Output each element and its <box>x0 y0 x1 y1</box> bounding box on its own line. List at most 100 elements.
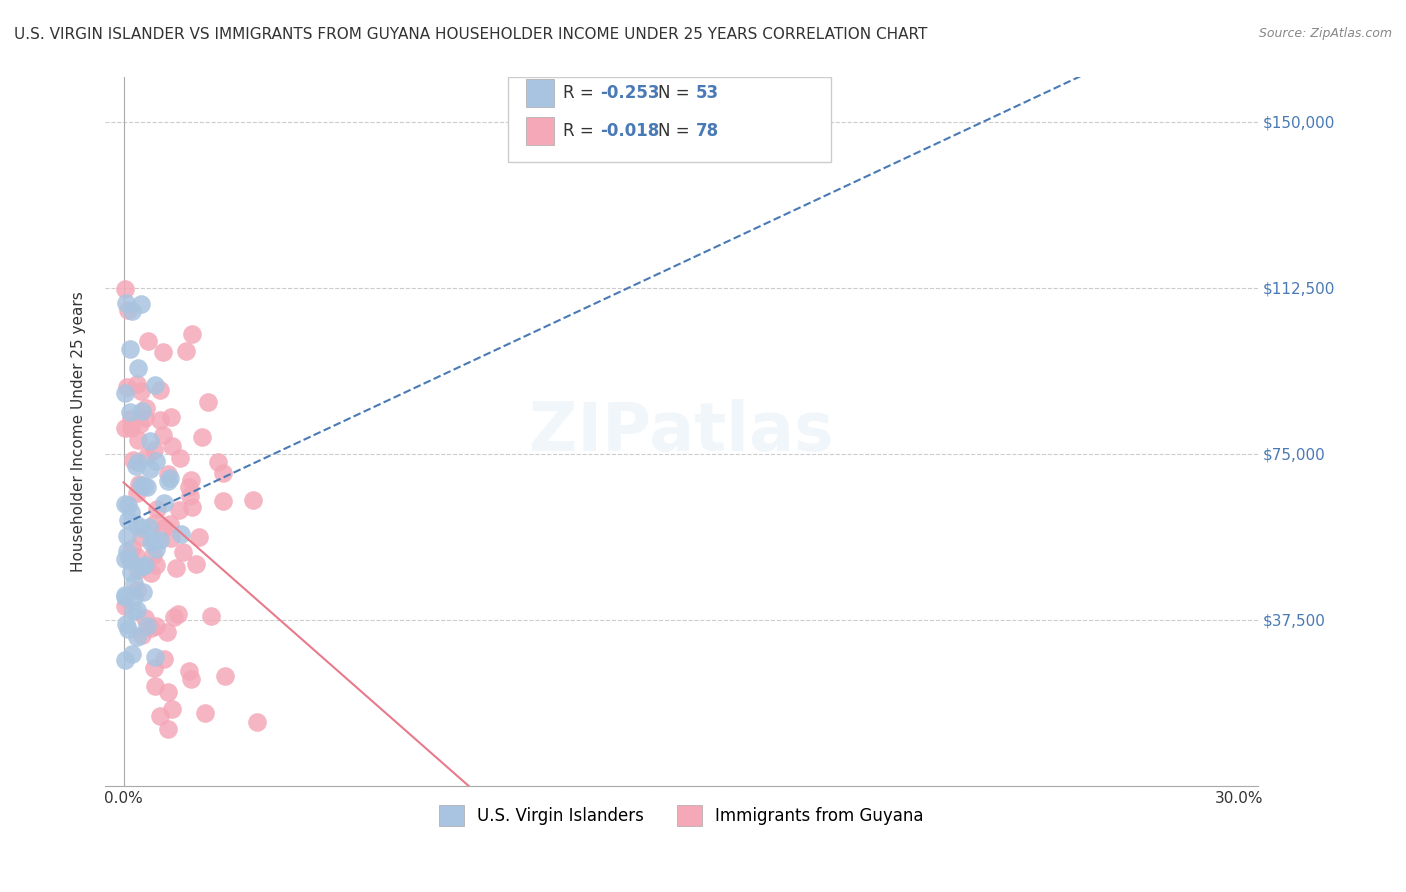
Point <box>169 450 191 465</box>
Point <box>149 383 172 397</box>
Point <box>117 499 139 513</box>
Point <box>172 545 194 559</box>
Point <box>134 411 156 425</box>
Point <box>114 588 136 602</box>
Text: N =: N = <box>658 122 695 140</box>
Point <box>114 421 136 435</box>
Point <box>165 561 187 575</box>
Point <box>114 295 136 310</box>
Text: ZIPatlas: ZIPatlas <box>529 399 834 465</box>
Point <box>152 496 174 510</box>
Point <box>120 342 142 356</box>
Y-axis label: Householder Income Under 25 years: Householder Income Under 25 years <box>72 292 86 572</box>
Point <box>200 608 222 623</box>
Point <box>214 669 236 683</box>
Point <box>114 551 136 566</box>
Point <box>129 297 152 311</box>
Text: -0.253: -0.253 <box>600 84 659 102</box>
Point <box>122 453 145 467</box>
Point <box>139 566 162 581</box>
Point <box>127 361 149 376</box>
Point <box>117 513 139 527</box>
Point <box>125 630 148 644</box>
Text: N =: N = <box>658 84 695 102</box>
Point <box>152 428 174 442</box>
Point <box>142 548 165 562</box>
Point <box>174 344 197 359</box>
Text: 78: 78 <box>696 122 720 140</box>
Point <box>117 302 139 317</box>
Point <box>125 583 148 598</box>
Point <box>159 471 181 485</box>
Point <box>180 500 202 515</box>
Point <box>149 533 172 547</box>
Point <box>145 618 167 632</box>
Point <box>114 497 136 511</box>
Point <box>128 476 150 491</box>
Point <box>190 430 212 444</box>
Point <box>139 534 162 549</box>
Point <box>136 619 159 633</box>
Point <box>134 478 156 492</box>
Text: R =: R = <box>562 84 599 102</box>
Point <box>145 378 167 392</box>
Point <box>115 529 138 543</box>
Point <box>121 604 143 618</box>
Point <box>167 503 190 517</box>
Point <box>145 454 167 468</box>
Point <box>163 609 186 624</box>
Point <box>145 542 167 557</box>
Point <box>129 384 152 398</box>
Point <box>120 505 142 519</box>
Point <box>114 599 136 613</box>
Point <box>125 459 148 474</box>
Point <box>120 553 142 567</box>
Text: Source: ZipAtlas.com: Source: ZipAtlas.com <box>1258 27 1392 40</box>
Point <box>152 521 174 535</box>
Point <box>131 628 153 642</box>
Point <box>207 455 229 469</box>
Legend: U.S. Virgin Islanders, Immigrants from Guyana: U.S. Virgin Islanders, Immigrants from G… <box>430 797 932 834</box>
Point <box>157 685 180 699</box>
Point <box>157 474 180 488</box>
Text: -0.018: -0.018 <box>600 122 659 140</box>
Point <box>166 607 188 621</box>
Point <box>127 433 149 447</box>
Point <box>125 377 148 392</box>
Point <box>160 531 183 545</box>
Point <box>114 385 136 400</box>
Point <box>179 664 201 678</box>
Point <box>146 502 169 516</box>
Point <box>114 653 136 667</box>
Point <box>188 530 211 544</box>
Point <box>121 541 143 556</box>
Point <box>117 622 139 636</box>
Point <box>242 492 264 507</box>
Point <box>131 478 153 492</box>
Point <box>181 326 204 341</box>
Point <box>118 549 141 564</box>
FancyBboxPatch shape <box>526 78 554 107</box>
Point <box>129 417 152 431</box>
Point <box>179 480 201 494</box>
Point <box>246 715 269 730</box>
Point <box>115 380 138 394</box>
Point <box>197 395 219 409</box>
Text: U.S. VIRGIN ISLANDER VS IMMIGRANTS FROM GUYANA HOUSEHOLDER INCOME UNDER 25 YEARS: U.S. VIRGIN ISLANDER VS IMMIGRANTS FROM … <box>14 27 928 42</box>
Point <box>134 558 156 573</box>
Point <box>211 466 233 480</box>
Point <box>127 563 149 577</box>
Point <box>142 661 165 675</box>
Point <box>138 462 160 476</box>
Point <box>149 413 172 427</box>
Point <box>157 467 180 481</box>
Point <box>131 521 153 535</box>
Point <box>114 590 136 604</box>
Point <box>127 486 149 500</box>
Point <box>194 706 217 720</box>
Point <box>162 702 184 716</box>
Point <box>125 603 148 617</box>
Point <box>122 590 145 604</box>
Point <box>118 405 141 419</box>
Point <box>125 549 148 563</box>
